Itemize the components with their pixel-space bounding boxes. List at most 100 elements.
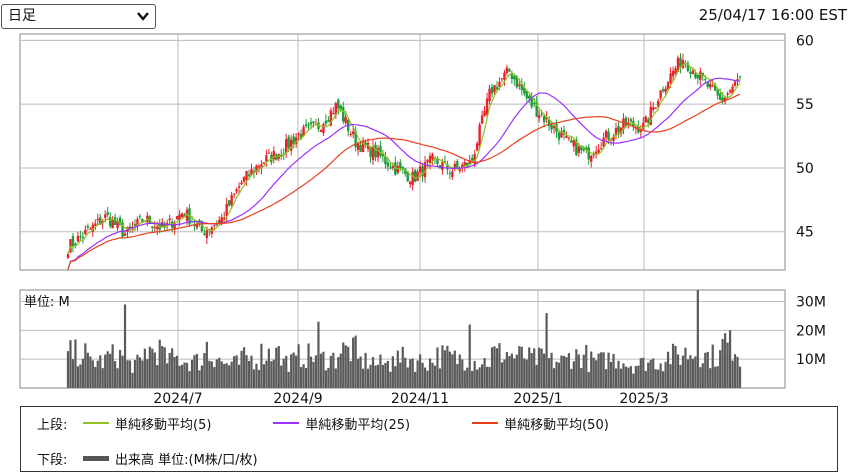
candle-body bbox=[421, 166, 424, 177]
volume-bar bbox=[295, 355, 298, 388]
volume-bar bbox=[344, 345, 347, 388]
volume-bar bbox=[513, 358, 516, 388]
candle-body bbox=[545, 117, 548, 120]
candle-body bbox=[654, 107, 657, 109]
volume-bar bbox=[180, 364, 184, 388]
volume-bar bbox=[547, 358, 551, 388]
volume-bar bbox=[505, 352, 509, 388]
volume-bar bbox=[597, 353, 600, 388]
volume-bar bbox=[704, 352, 707, 388]
candle-body bbox=[329, 110, 333, 126]
volume-bar bbox=[681, 355, 685, 388]
candle-body bbox=[607, 131, 610, 140]
candle-body bbox=[319, 130, 323, 132]
candle-body bbox=[738, 76, 742, 78]
volume-bar bbox=[312, 361, 315, 388]
candle-body bbox=[386, 162, 390, 167]
volume-bar bbox=[399, 362, 402, 388]
volume-bar bbox=[607, 352, 610, 388]
volume-bar bbox=[676, 354, 680, 388]
candle-body bbox=[118, 217, 122, 225]
volume-bar bbox=[466, 367, 469, 388]
volume-bar bbox=[374, 365, 377, 388]
candle-body bbox=[404, 168, 407, 174]
candle-body bbox=[535, 102, 538, 117]
candle-body bbox=[612, 136, 615, 141]
volume-tick-label: 10M bbox=[796, 352, 826, 368]
ma25-swatch bbox=[273, 422, 300, 424]
volume-bar bbox=[666, 351, 670, 388]
volume-bar bbox=[282, 358, 285, 388]
volume-bar bbox=[696, 290, 699, 388]
volume-bar bbox=[337, 357, 340, 388]
volume-bar bbox=[389, 371, 392, 388]
volume-bar bbox=[426, 370, 429, 388]
volume-bar bbox=[570, 368, 573, 388]
volume-bar bbox=[540, 348, 543, 388]
candle-body bbox=[376, 148, 380, 158]
volume-bar bbox=[592, 357, 595, 388]
volume-bar bbox=[369, 364, 372, 388]
volume-bar bbox=[235, 355, 238, 388]
period-select[interactable]: 日足 bbox=[1, 4, 156, 29]
candle-body bbox=[666, 82, 670, 90]
volume-bar bbox=[659, 363, 662, 388]
candle-body bbox=[317, 122, 320, 130]
candle-body bbox=[520, 84, 523, 91]
candle-body bbox=[411, 171, 414, 186]
volume-bar bbox=[652, 358, 655, 388]
candle-body bbox=[599, 148, 603, 150]
volume-bar bbox=[262, 364, 265, 388]
volume-bar bbox=[409, 359, 412, 388]
volume-bar bbox=[394, 366, 397, 388]
candle-body bbox=[195, 223, 199, 228]
candle-body bbox=[443, 161, 447, 163]
volume-bar bbox=[106, 351, 109, 388]
candle-body bbox=[728, 90, 732, 93]
candle-body bbox=[237, 186, 241, 188]
volume-bar bbox=[280, 365, 283, 388]
candle-body bbox=[282, 153, 285, 155]
candle-body bbox=[560, 132, 563, 138]
candle-body bbox=[175, 216, 179, 220]
volume-bar bbox=[565, 357, 568, 388]
candle-body bbox=[585, 147, 588, 150]
candle-body bbox=[178, 214, 181, 220]
volume-bar bbox=[89, 356, 92, 388]
candle-body bbox=[262, 162, 266, 164]
candle-body bbox=[374, 144, 377, 158]
volume-bar bbox=[595, 360, 598, 388]
volume-bar bbox=[738, 366, 742, 388]
candle-body bbox=[220, 217, 223, 223]
volume-bar bbox=[290, 354, 293, 388]
volume-bar bbox=[453, 350, 456, 388]
volume-bar bbox=[260, 343, 263, 388]
candle-body bbox=[575, 139, 578, 156]
volume-bar bbox=[528, 347, 531, 388]
volume-bar bbox=[141, 360, 144, 388]
volume-bar bbox=[428, 358, 432, 388]
candle-body bbox=[79, 236, 82, 238]
legend-item-ma25: 単純移動平均(25) bbox=[273, 414, 410, 433]
volume-bar bbox=[309, 356, 313, 388]
candle-body bbox=[230, 195, 233, 206]
candle-body bbox=[272, 151, 276, 160]
candle-body bbox=[128, 226, 132, 229]
volume-bar bbox=[210, 361, 213, 388]
volume-bar bbox=[153, 352, 156, 388]
candle-body bbox=[337, 99, 340, 109]
volume-bar bbox=[436, 347, 439, 388]
candle-body bbox=[225, 203, 228, 217]
candle-body bbox=[168, 218, 171, 221]
candle-body bbox=[731, 86, 734, 94]
volume-bar bbox=[287, 371, 290, 388]
candle-body bbox=[714, 84, 717, 91]
candle-body bbox=[577, 146, 581, 153]
candle-body bbox=[686, 63, 690, 72]
candle-body bbox=[557, 132, 561, 140]
volume-bar bbox=[451, 354, 454, 388]
volume-bar bbox=[168, 352, 171, 388]
candle-body bbox=[111, 219, 114, 229]
candle-body bbox=[463, 162, 466, 167]
candle-body bbox=[396, 165, 400, 173]
